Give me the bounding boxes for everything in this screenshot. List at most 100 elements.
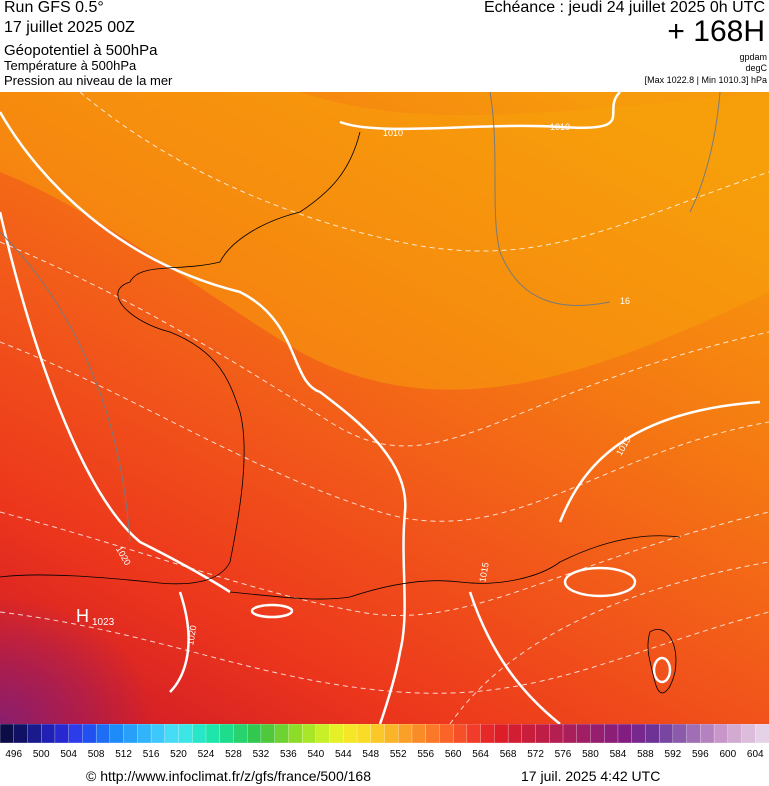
colorbar-label: 532 — [253, 749, 270, 760]
color-swatch — [521, 724, 537, 744]
color-swatch — [604, 724, 619, 744]
lead-time: + 168H — [667, 15, 765, 48]
field-band — [0, 92, 769, 390]
color-swatch — [562, 724, 578, 744]
color-swatch — [645, 724, 660, 744]
color-swatch — [466, 724, 482, 744]
river — [0, 92, 721, 543]
high-marker: H — [76, 606, 89, 626]
color-swatch — [288, 724, 303, 744]
color-swatch — [41, 724, 56, 744]
color-swatch — [27, 724, 42, 744]
coastlines — [0, 131, 681, 694]
color-swatch — [233, 724, 248, 744]
color-swatch — [109, 724, 125, 744]
unit: gpdam — [739, 52, 767, 62]
echeance: Echéance : jeudi 24 juillet 2025 0h UTC — [483, 0, 765, 16]
color-swatch — [398, 724, 413, 744]
colorbar-label: 600 — [719, 749, 736, 760]
map: 1010 1010 16 1015 1020 1020 H 1023 1015 — [0, 92, 769, 724]
colorbar-label: 536 — [280, 749, 297, 760]
colorbar-label: 564 — [472, 749, 489, 760]
color-swatch — [301, 724, 317, 744]
timestamp: 17 juil. 2025 4:42 UTC — [521, 768, 661, 784]
source-url: © http://www.infoclimat.fr/z/gfs/france/… — [86, 768, 371, 784]
color-swatch — [315, 724, 331, 744]
color-swatch — [494, 724, 509, 744]
color-swatch — [95, 724, 111, 744]
colorbar-label: 596 — [692, 749, 709, 760]
color-swatch — [672, 724, 688, 744]
colorbar-label: 540 — [307, 749, 324, 760]
colorbar-label: 576 — [555, 749, 572, 760]
color-swatch — [260, 724, 276, 744]
color-swatch — [411, 724, 427, 744]
high-value: 1023 — [92, 617, 115, 628]
run-date: 17 juillet 2025 00Z — [4, 19, 135, 36]
color-swatch — [741, 724, 756, 744]
isotherms — [0, 92, 769, 724]
colorbar-label: 520 — [170, 749, 187, 760]
colorbar-label: 512 — [115, 749, 132, 760]
color-swatch — [727, 724, 742, 744]
color-swatch — [480, 724, 495, 744]
color-swatch — [658, 724, 674, 744]
color-swatch — [329, 724, 344, 744]
colorbar-label: 524 — [198, 749, 215, 760]
colorbar-label: 528 — [225, 749, 242, 760]
color-swatch — [549, 724, 564, 744]
contour-label: 1020 — [185, 625, 198, 646]
color-swatch — [54, 724, 70, 744]
colorbar-label: 592 — [665, 749, 682, 760]
color-swatch — [274, 724, 289, 744]
color-swatch — [439, 724, 454, 744]
color-swatch — [370, 724, 385, 744]
color-swatch — [755, 724, 769, 744]
color-swatch — [247, 724, 262, 744]
colorbar-label: 500 — [33, 749, 50, 760]
colorbar-label: 504 — [60, 749, 77, 760]
colorbar-label: 584 — [610, 749, 627, 760]
pressure-range: [Max 1022.8 | Min 1010.3] hPa — [644, 75, 767, 85]
color-swatch — [68, 724, 83, 744]
contour-label: 1010 — [383, 128, 403, 138]
colorbar-label: 572 — [527, 749, 544, 760]
field-label: Pression au niveau de la mer — [4, 73, 173, 88]
color-swatch — [356, 724, 372, 744]
color-swatch — [0, 724, 15, 744]
color-swatch — [219, 724, 234, 744]
colorbar-label: 552 — [390, 749, 407, 760]
color-swatch — [576, 724, 591, 744]
colorbar: 496 500 504 508 512 516 520 524 528 532 536 540 544 5… — [0, 724, 769, 760]
color-swatch — [123, 724, 138, 744]
colorbar-label: 568 — [500, 749, 517, 760]
color-swatch — [713, 724, 729, 744]
colorbar-label: 548 — [362, 749, 379, 760]
colorbar-label: 604 — [747, 749, 764, 760]
colorbar-label: 508 — [88, 749, 105, 760]
contour-label: 1015 — [477, 562, 490, 583]
color-swatch — [617, 724, 633, 744]
unit: degC — [745, 63, 767, 73]
colorbar-label: 544 — [335, 749, 352, 760]
color-swatch — [631, 724, 646, 744]
color-swatch — [205, 724, 221, 744]
colorbar-label: 556 — [417, 749, 434, 760]
colorbar-label: 560 — [445, 749, 462, 760]
color-swatch — [700, 724, 715, 744]
colorbar-label: 588 — [637, 749, 654, 760]
color-swatch — [507, 724, 523, 744]
colorbar-label: 516 — [143, 749, 160, 760]
color-swatch — [453, 724, 468, 744]
color-swatch — [384, 724, 399, 744]
field-label: Géopotentiel à 500hPa — [4, 42, 158, 59]
isobars — [0, 92, 761, 724]
color-swatch — [590, 724, 605, 744]
color-swatch — [686, 724, 701, 744]
color-swatch — [192, 724, 207, 744]
run-title: Run GFS 0.5° — [4, 0, 104, 16]
color-swatch — [164, 724, 179, 744]
color-swatch — [343, 724, 358, 744]
color-swatch — [150, 724, 166, 744]
